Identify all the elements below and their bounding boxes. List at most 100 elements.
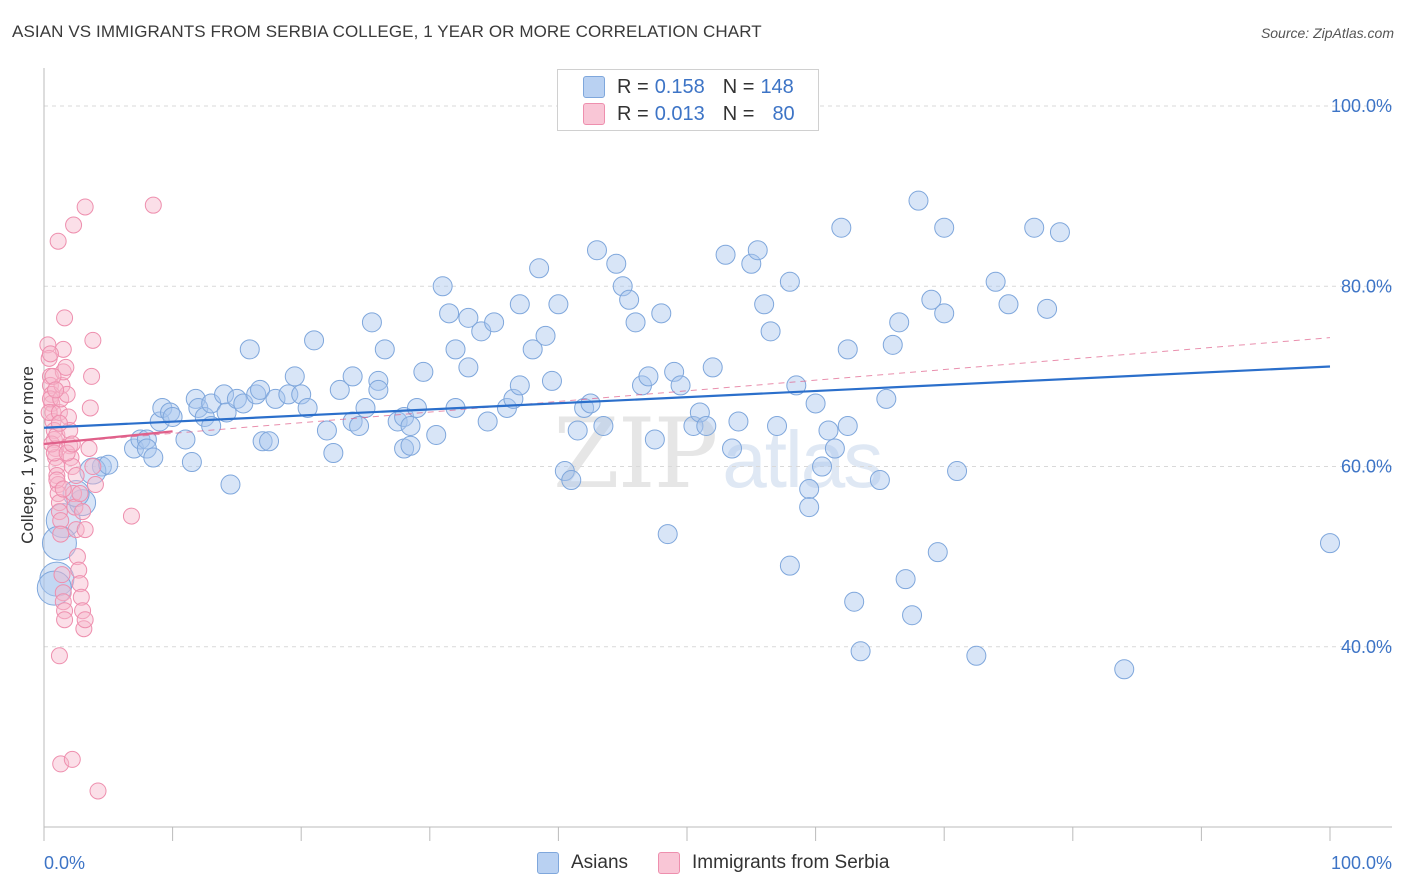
asian-point [625, 312, 646, 333]
asian-point [985, 271, 1006, 292]
legend-row-asians: R = 0.158 N = 148 [583, 75, 794, 99]
asian-point [567, 420, 588, 441]
serbia-point [50, 647, 68, 665]
serbia-point [45, 444, 63, 462]
serbia-point [74, 503, 92, 521]
asian-point [541, 370, 562, 391]
serbia-point [40, 403, 58, 421]
y-tick-label: 100.0% [1331, 96, 1392, 116]
asian-point [657, 524, 678, 545]
asian-point [458, 307, 479, 328]
legend-item-asians: Asians [537, 852, 628, 874]
serbia-points [39, 196, 162, 800]
asian-point [805, 393, 826, 414]
asian-point [91, 456, 112, 477]
asian-point [580, 393, 601, 414]
serbia-point [52, 512, 70, 530]
asian-point [201, 415, 222, 436]
serbia-point [44, 403, 62, 421]
asian-swatch [583, 76, 605, 98]
serbia-legend-swatch [658, 852, 681, 874]
asian-point [220, 474, 241, 495]
serbia-point [71, 485, 89, 503]
asian-point [181, 452, 202, 473]
source-credit: Source: ZipAtlas.com [1260, 25, 1394, 41]
asian-point [818, 420, 839, 441]
asian-point [1320, 533, 1340, 554]
serbia-point [75, 620, 93, 638]
serbia-point [54, 340, 72, 358]
asian-point [779, 271, 800, 292]
serbia-point [57, 358, 75, 376]
asian-point [747, 240, 768, 261]
serbia-point [81, 399, 99, 417]
tick-labels: 40.0% 60.0% 80.0% 100.0% 0.0% 100.0% [44, 96, 1392, 873]
asian-point [786, 375, 807, 396]
serbia-point [76, 198, 94, 216]
asian-point [349, 415, 370, 436]
serbia-point [80, 440, 98, 457]
x-tick-label: 100.0% [1331, 853, 1392, 873]
serbia-n-value: 80 [772, 102, 795, 125]
asian-point [535, 325, 556, 346]
y-tick-label: 80.0% [1341, 276, 1392, 296]
asian-point [889, 312, 910, 333]
serbia-n-label: N = [722, 102, 755, 125]
serbia-point [72, 588, 90, 606]
asian-point [934, 217, 955, 238]
asian-point [799, 479, 820, 500]
asian-point [644, 429, 665, 450]
serbia-point [86, 476, 104, 494]
asian-n-value: 148 [760, 75, 794, 98]
serbia-point [49, 232, 67, 250]
asian-point [509, 294, 530, 315]
y-tick-label: 60.0% [1341, 457, 1392, 477]
asian-point [477, 411, 498, 432]
serbia-point [41, 390, 59, 408]
x-tick-label: 0.0% [44, 853, 85, 873]
asian-point [837, 339, 858, 360]
serbia-point [50, 494, 68, 512]
serbia-point [63, 435, 81, 453]
serbia-point [41, 345, 59, 363]
serbia-point [50, 503, 68, 521]
asian-point [696, 415, 717, 436]
asian-point [947, 461, 968, 482]
asian-point [702, 357, 723, 378]
serbia-point [59, 408, 77, 426]
asian-point [522, 339, 543, 360]
asian-point [844, 591, 865, 612]
asian-point [593, 415, 614, 436]
serbia-point [54, 584, 72, 602]
asian-point [998, 294, 1019, 315]
asian-point [361, 312, 382, 333]
serbia-point [48, 471, 66, 489]
asian-point [824, 438, 845, 459]
asian-point [586, 240, 607, 261]
asian-point [548, 294, 569, 315]
serbia-point [44, 367, 62, 385]
asian-point [664, 361, 685, 382]
asian-point [216, 402, 237, 423]
serbia-point [84, 458, 102, 476]
asian-points [36, 190, 1340, 680]
asian-point [445, 339, 466, 360]
asian-point [934, 303, 955, 324]
asian-point [651, 303, 672, 324]
asian-point [439, 303, 460, 324]
chart-title: ASIAN VS IMMIGRANTS FROM SERBIA COLLEGE,… [12, 22, 762, 41]
asian-point [400, 435, 421, 456]
serbia-point [56, 602, 74, 620]
asian-point [619, 289, 640, 310]
serbia-point [71, 575, 89, 593]
series-legend: Asians Immigrants from Serbia [537, 852, 919, 874]
asian-point [927, 542, 948, 563]
asian-point [503, 388, 524, 409]
serbia-point [63, 750, 81, 768]
asian-point [760, 321, 781, 342]
asian-point [1037, 298, 1058, 319]
serbia-point [54, 363, 72, 381]
asian-point [252, 431, 273, 452]
asian-point [259, 431, 280, 452]
serbia-point [44, 412, 62, 430]
